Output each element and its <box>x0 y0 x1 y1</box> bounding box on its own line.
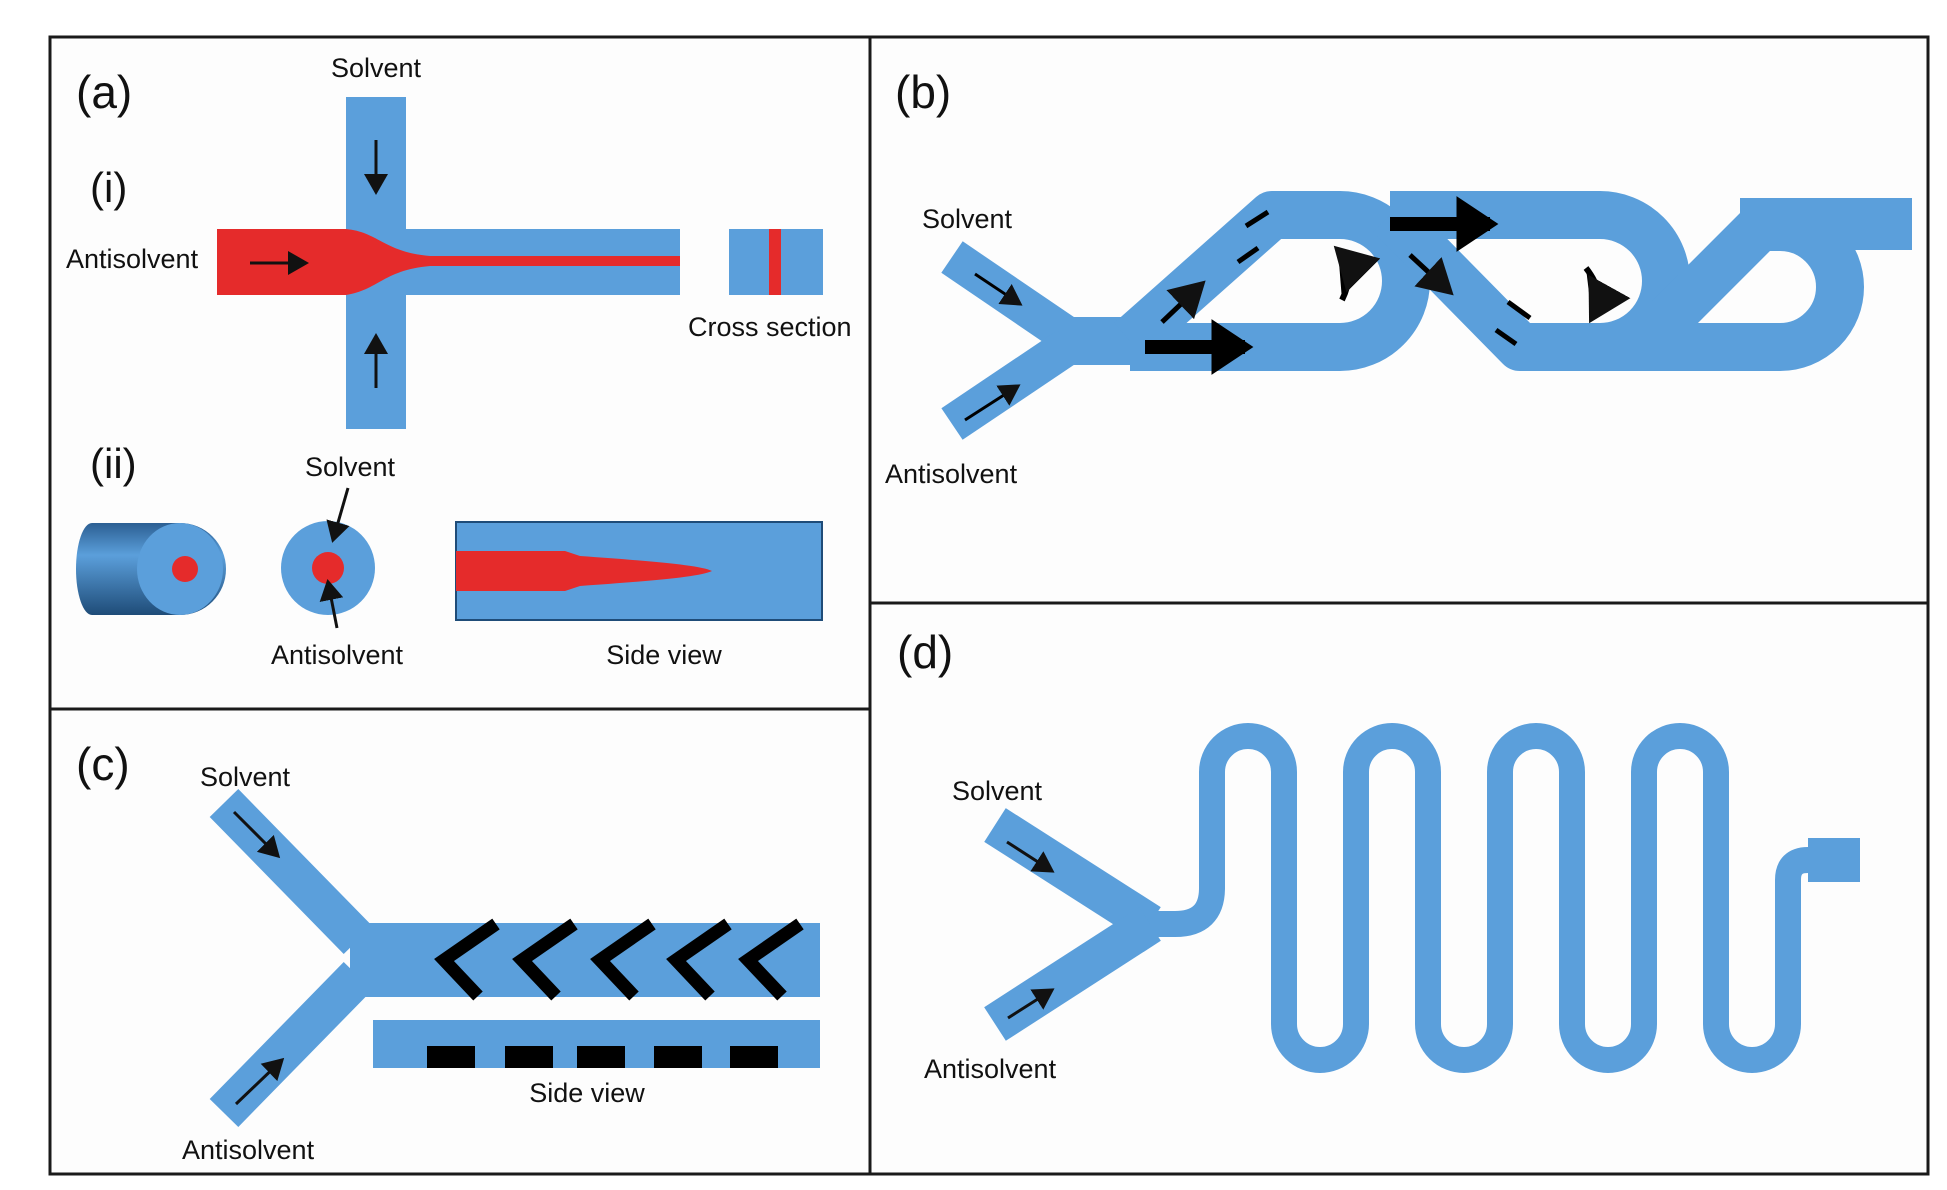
solvent-label-c: Solvent <box>200 762 291 792</box>
panel-c-label: (c) <box>76 738 130 790</box>
cylinder-core <box>172 556 198 582</box>
solvent-label-ii: Solvent <box>305 452 396 482</box>
split-recombine-mixer <box>941 191 1912 440</box>
side-view-stream <box>456 551 712 591</box>
side-groove-2 <box>505 1046 553 1068</box>
arrow-diag-6 <box>1494 327 1518 347</box>
groove-3 <box>590 918 656 1001</box>
flow-arrows-b <box>964 196 1631 422</box>
arrows-d <box>1006 840 1055 1020</box>
solvent-label-b: Solvent <box>922 204 1013 234</box>
side-groove-3 <box>577 1046 625 1068</box>
coaxial-cylinder <box>76 523 226 615</box>
groove-1 <box>434 918 500 1001</box>
panel-a-sub-i: (i) <box>90 164 127 211</box>
arrow-curve-2 <box>1583 266 1631 324</box>
panel-a-label: (a) <box>76 66 132 118</box>
arrow-inlet-solvent-b <box>974 272 1023 306</box>
panel-b: (b) Solvent Antisolvent <box>885 66 1912 489</box>
antisolvent-label-left: Antisolvent <box>66 244 199 274</box>
inlet-antisolvent-c <box>209 962 373 1127</box>
panel-d: (d) Solvent Antisolvent <box>897 626 1860 1084</box>
arrow-diag-5 <box>1506 299 1532 321</box>
panel-a-sub-ii: (ii) <box>90 440 137 487</box>
arrow-diag-1 <box>1160 280 1206 324</box>
side-view-label-c: Side view <box>529 1078 645 1108</box>
antisolvent-inlet <box>217 229 680 295</box>
side-view-label-a: Side view <box>606 640 722 670</box>
panel-c: (c) Solvent Antisolvent Side view <box>76 738 820 1165</box>
sar-unit-1-upper <box>1114 191 1430 371</box>
arrow-diag-4 <box>1408 253 1454 296</box>
panel-b-label: (b) <box>895 66 951 118</box>
arrow-curve-1 <box>1333 245 1381 302</box>
arrow-inlet-antisolvent-d <box>1007 988 1055 1020</box>
coaxial-end-view <box>281 487 375 629</box>
arrow-inlet-solvent-c <box>232 810 281 859</box>
coaxial-side-view <box>455 521 823 621</box>
inlet-antisolvent-d <box>984 907 1161 1041</box>
solvent-label-top: Solvent <box>331 53 422 83</box>
antisolvent-label-d: Antisolvent <box>924 1054 1057 1084</box>
serpentine-mixer <box>984 723 1860 1073</box>
side-groove-5 <box>730 1046 778 1068</box>
end-view-core <box>312 552 344 584</box>
flow-focusing-junction <box>217 97 680 429</box>
side-view-c <box>373 1020 820 1068</box>
antisolvent-label-c: Antisolvent <box>182 1135 315 1165</box>
pointer-solvent <box>326 487 350 543</box>
side-groove-1 <box>427 1046 475 1068</box>
cross-section <box>729 229 823 295</box>
arrows-c <box>232 810 285 1106</box>
groove-5 <box>738 918 804 1001</box>
groove-4 <box>666 918 732 1001</box>
cross-section-stream <box>769 229 781 295</box>
groove-2 <box>512 918 578 1001</box>
inlet-solvent-d <box>984 808 1161 941</box>
arrow-inlet-solvent-d <box>1006 840 1055 873</box>
antisolvent-label-ii: Antisolvent <box>271 640 404 670</box>
serpentine-channel <box>1150 723 1860 1073</box>
arrow-inlet-antisolvent-b <box>964 384 1021 422</box>
cross-section-label: Cross section <box>688 312 852 342</box>
arrow-diag-2 <box>1236 245 1260 265</box>
arrow-inlet-antisolvent-c <box>234 1057 285 1106</box>
solvent-label-d: Solvent <box>952 776 1043 806</box>
panel-d-label: (d) <box>897 626 953 678</box>
panel-d-frame <box>868 601 1930 1176</box>
arrow-diag-3 <box>1244 209 1270 229</box>
side-groove-4 <box>654 1046 702 1068</box>
pointer-antisolvent <box>319 579 344 629</box>
herringbone-grooves <box>434 918 804 1001</box>
antisolvent-label-b: Antisolvent <box>885 459 1018 489</box>
panel-a: (a) (i) (ii) Solvent Antisolvent Cross s… <box>66 53 852 670</box>
